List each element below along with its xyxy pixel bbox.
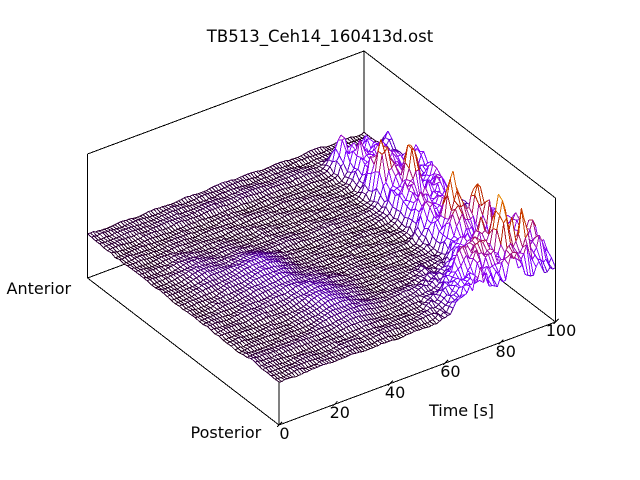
y-axis-far-label: Anterior [6, 279, 72, 298]
x-tick-label-100: 100 [545, 321, 577, 340]
x-tick-label-60: 60 [440, 362, 461, 382]
x-tick-label-40: 40 [384, 382, 406, 402]
chart-title: TB513_Ceh14_160413d.ost [206, 27, 434, 46]
x-tick-label-0: 0 [279, 424, 290, 443]
y-axis-near-label: Posterior [190, 422, 262, 442]
x-axis-label: Time [s] [428, 401, 495, 420]
x-tick-label-20: 20 [329, 403, 350, 423]
x-tick-label-80: 80 [495, 341, 516, 361]
